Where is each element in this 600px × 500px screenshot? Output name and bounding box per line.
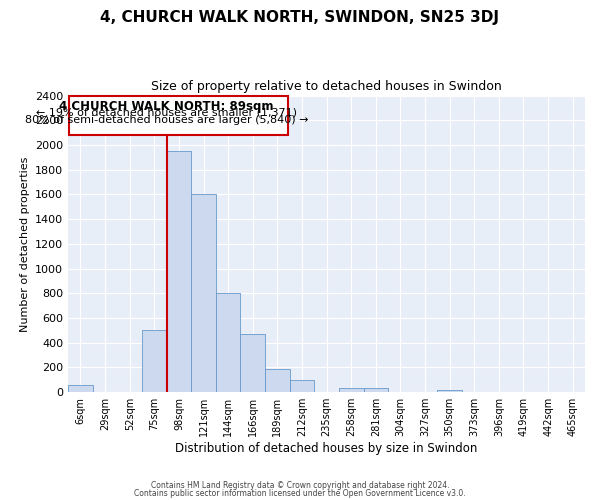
Bar xyxy=(167,151,191,392)
Bar xyxy=(191,194,216,392)
Text: 4 CHURCH WALK NORTH: 89sqm: 4 CHURCH WALK NORTH: 89sqm xyxy=(59,100,274,114)
X-axis label: Distribution of detached houses by size in Swindon: Distribution of detached houses by size … xyxy=(175,442,478,455)
Bar xyxy=(265,368,290,392)
Bar xyxy=(68,386,93,392)
Text: Contains public sector information licensed under the Open Government Licence v3: Contains public sector information licen… xyxy=(134,488,466,498)
Title: Size of property relative to detached houses in Swindon: Size of property relative to detached ho… xyxy=(151,80,502,93)
Text: 4, CHURCH WALK NORTH, SWINDON, SN25 3DJ: 4, CHURCH WALK NORTH, SWINDON, SN25 3DJ xyxy=(101,10,499,25)
Bar xyxy=(290,380,314,392)
Bar xyxy=(364,388,388,392)
Bar xyxy=(216,294,241,392)
Text: Contains HM Land Registry data © Crown copyright and database right 2024.: Contains HM Land Registry data © Crown c… xyxy=(151,481,449,490)
Text: ← 19% of detached houses are smaller (1,371): ← 19% of detached houses are smaller (1,… xyxy=(36,108,297,118)
Text: 80% of semi-detached houses are larger (5,840) →: 80% of semi-detached houses are larger (… xyxy=(25,116,308,126)
Y-axis label: Number of detached properties: Number of detached properties xyxy=(20,156,29,332)
Bar xyxy=(437,390,462,392)
Bar xyxy=(241,334,265,392)
Bar xyxy=(142,330,167,392)
Bar xyxy=(339,388,364,392)
FancyBboxPatch shape xyxy=(70,96,289,135)
